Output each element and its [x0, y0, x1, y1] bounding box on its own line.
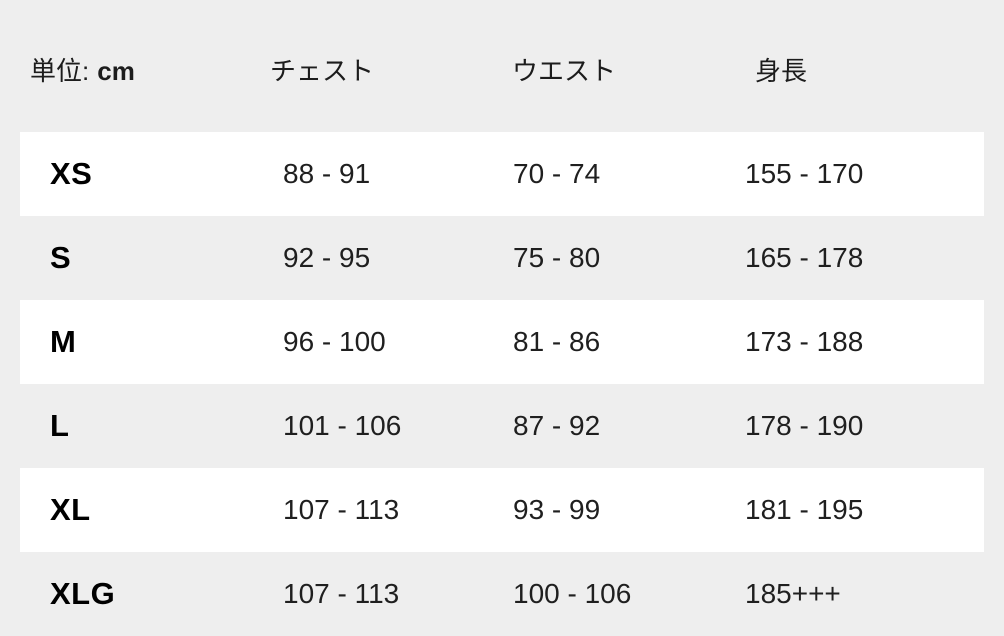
height-value: 165 - 178 [745, 242, 864, 273]
height-value: 155 - 170 [745, 158, 864, 189]
column-header-waist: ウエスト [512, 55, 617, 86]
waist-value: 93 - 99 [513, 494, 601, 525]
height-value: 185+++ [745, 578, 841, 609]
column-header-chest: チェスト [270, 55, 375, 86]
table-row-xs: XS 88 - 91 70 - 74 155 - 170 [20, 132, 984, 216]
table-row-s: S 92 - 95 75 - 80 165 - 178 [20, 216, 984, 300]
height-value: 178 - 190 [745, 410, 864, 441]
column-header-height: 身長 [755, 55, 808, 86]
chest-value: 107 - 113 [283, 494, 400, 525]
chest-value: 96 - 100 [283, 326, 386, 357]
chest-value: 92 - 95 [283, 242, 371, 273]
size-label: XS [50, 156, 93, 191]
table-row-l: L 101 - 106 87 - 92 178 - 190 [20, 384, 984, 468]
waist-value: 70 - 74 [513, 158, 601, 189]
chest-value: 107 - 113 [283, 578, 400, 609]
waist-value: 87 - 92 [513, 410, 601, 441]
size-label: M [50, 324, 77, 359]
unit-label: 単位: cm [20, 51, 270, 88]
unit-prefix: 単位: [30, 55, 90, 86]
size-label: XLG [50, 576, 116, 611]
size-chart-body: XS 88 - 91 70 - 74 155 - 170 S 92 - 95 7… [0, 132, 1004, 636]
waist-value: 81 - 86 [513, 326, 601, 357]
table-row-xlg: XLG 107 - 113 100 - 106 185+++ [20, 552, 984, 636]
waist-value: 100 - 106 [513, 578, 632, 609]
size-label: L [50, 408, 70, 443]
unit-value: cm [97, 55, 135, 86]
size-label: S [50, 240, 72, 275]
table-row-m: M 96 - 100 81 - 86 173 - 188 [20, 300, 984, 384]
chest-value: 101 - 106 [283, 410, 402, 441]
table-row-xl: XL 107 - 113 93 - 99 181 - 195 [20, 468, 984, 552]
size-label: XL [50, 492, 91, 527]
waist-value: 75 - 80 [513, 242, 601, 273]
height-value: 173 - 188 [745, 326, 864, 357]
chest-value: 88 - 91 [283, 158, 371, 189]
height-value: 181 - 195 [745, 494, 864, 525]
size-chart-header-row: 単位: cm チェスト ウエスト 身長 [20, 0, 984, 132]
